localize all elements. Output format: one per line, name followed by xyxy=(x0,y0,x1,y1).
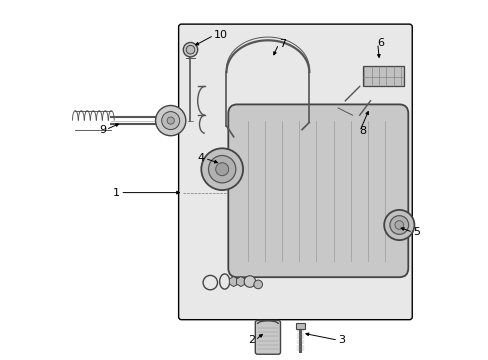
Circle shape xyxy=(201,148,243,190)
FancyBboxPatch shape xyxy=(178,24,411,320)
Circle shape xyxy=(384,210,413,240)
Text: 9: 9 xyxy=(99,125,106,135)
Bar xyxy=(362,66,403,86)
Text: 10: 10 xyxy=(213,30,227,40)
FancyBboxPatch shape xyxy=(255,320,280,354)
Text: 7: 7 xyxy=(278,39,285,49)
Circle shape xyxy=(162,112,179,130)
Text: 1: 1 xyxy=(113,188,120,198)
FancyBboxPatch shape xyxy=(228,104,407,277)
Circle shape xyxy=(394,221,403,229)
Text: 6: 6 xyxy=(377,38,384,48)
Circle shape xyxy=(253,280,262,289)
Circle shape xyxy=(167,117,174,124)
Text: 8: 8 xyxy=(359,126,366,136)
Circle shape xyxy=(186,45,194,54)
Text: 3: 3 xyxy=(337,335,345,345)
Circle shape xyxy=(208,156,235,183)
Circle shape xyxy=(244,276,255,287)
Circle shape xyxy=(183,42,197,57)
Bar xyxy=(295,323,305,329)
Text: 2: 2 xyxy=(248,335,255,345)
Text: 5: 5 xyxy=(412,227,419,237)
Circle shape xyxy=(155,105,185,136)
Circle shape xyxy=(215,163,228,176)
Circle shape xyxy=(389,216,408,234)
Text: 4: 4 xyxy=(197,153,204,163)
